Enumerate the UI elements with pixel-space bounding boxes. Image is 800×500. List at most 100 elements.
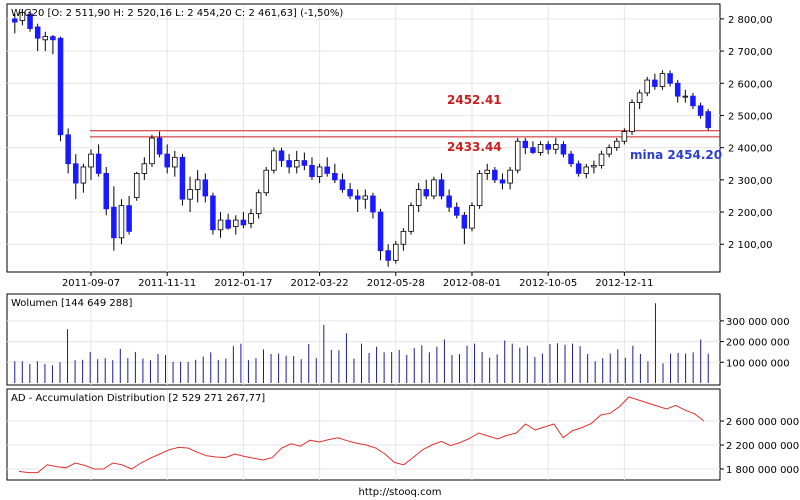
candle-body <box>446 195 452 208</box>
candle-body <box>674 82 681 97</box>
price-panel-frame <box>6 3 721 273</box>
candle-body <box>255 192 262 215</box>
price-tick-label: 2 400,00 <box>728 144 773 155</box>
candle-body <box>667 73 673 84</box>
candle-body <box>324 166 330 174</box>
price-x-tick-label: 2012-03-22 <box>291 278 349 289</box>
candle-body <box>431 179 437 197</box>
candle-body <box>179 156 186 200</box>
footer-url: http://stooq.com <box>359 487 442 498</box>
candle-body <box>118 205 125 239</box>
candle-body <box>278 150 285 161</box>
candle-body <box>316 166 323 178</box>
candle-body <box>95 153 102 174</box>
price-header: WIG20 [O: 2 511,90 H: 2 520,16 L: 2 454,… <box>11 8 343 19</box>
price-tick-label: 2 300,00 <box>728 176 773 187</box>
candle-body <box>65 134 71 165</box>
candle-body <box>545 144 551 150</box>
candle-body <box>682 95 689 98</box>
candle-body <box>354 195 361 200</box>
ad-tick-label: 1 800 000 000 <box>726 465 799 476</box>
min-annotation: mina 2454.20 <box>630 148 722 162</box>
candle-body <box>347 189 353 197</box>
candle-body <box>575 163 582 174</box>
candle-body <box>57 37 64 136</box>
candle-body <box>149 137 155 165</box>
candle-body <box>233 219 239 227</box>
candle-body <box>309 164 315 178</box>
price-x-tick-label: 2012-08-01 <box>443 278 501 289</box>
candle-body <box>19 12 26 21</box>
candle-body <box>408 205 414 232</box>
candle-body <box>568 153 574 165</box>
candle-body <box>293 160 300 168</box>
candle-body <box>194 179 201 190</box>
ad-series-line <box>18 396 705 474</box>
candle-body <box>156 137 163 155</box>
candle-body <box>453 206 460 216</box>
ad-grid <box>7 391 720 480</box>
candle-body <box>12 18 18 23</box>
hline-label-upper: 2452.41 <box>447 93 502 107</box>
volume-grid <box>7 296 720 385</box>
price-panel: 2 100,00 2 200,00 2 300,00 2 400,00 2 500,00… <box>6 3 773 289</box>
candle-body <box>537 144 544 153</box>
price-x-axis: 2011-09-07 2011-11-11 2012-01-17 2012-03-22… <box>62 272 653 289</box>
candle-body <box>34 26 41 39</box>
candle-body <box>705 111 711 129</box>
candle-body <box>88 153 94 168</box>
candle-body <box>583 166 590 174</box>
candle-body <box>522 140 529 149</box>
candle-body <box>423 189 430 197</box>
price-y-axis: 2 100,00 2 200,00 2 300,00 2 400,00 2 500,00… <box>720 15 773 251</box>
candle-body <box>271 150 277 171</box>
candle-body <box>461 214 468 229</box>
candle-body <box>286 160 292 168</box>
price-tick-label: 2 500,00 <box>728 111 773 122</box>
candle-body <box>606 147 612 155</box>
ad-tick-label: 2 200 000 000 <box>726 441 799 452</box>
price-x-tick-label: 2011-11-11 <box>138 278 196 289</box>
candle-body <box>652 79 658 87</box>
candle-body <box>598 153 605 166</box>
candle-body <box>613 140 620 149</box>
candle-body <box>50 36 56 41</box>
candle-body <box>621 131 628 142</box>
candle-body <box>697 105 704 116</box>
price-tick-label: 2 800,00 <box>728 15 773 26</box>
candle-body <box>415 189 422 207</box>
volume-tick-label: 100 000 000 <box>726 358 790 369</box>
candle-body <box>690 95 696 107</box>
candle-body <box>393 243 399 261</box>
candle-body <box>362 195 369 200</box>
ad-y-axis: 1 800 000 000 2 200 000 000 2 600 000 000 <box>720 417 799 476</box>
price-tick-label: 2 600,00 <box>728 79 773 90</box>
candle-body <box>476 173 483 207</box>
price-tick-label: 2 700,00 <box>728 47 773 58</box>
price-x-tick-label: 2012-01-17 <box>214 278 272 289</box>
candle-body <box>530 147 536 153</box>
candle-body <box>507 169 513 184</box>
candle-body <box>187 189 193 200</box>
candle-body <box>202 179 209 197</box>
candle-body <box>553 144 559 150</box>
candle-body <box>126 205 132 232</box>
candle-body <box>240 219 247 226</box>
candle-body <box>400 230 407 245</box>
candle-body <box>248 213 254 224</box>
candle-body <box>103 173 110 210</box>
candle-body <box>141 163 148 174</box>
candle-body <box>42 36 49 41</box>
candle-body <box>164 153 170 168</box>
candle-body <box>636 92 643 103</box>
support-resistance-lines <box>90 130 720 138</box>
candle-body <box>659 73 666 87</box>
candle-body <box>172 156 178 168</box>
candle-body <box>484 169 490 174</box>
price-tick-label: 2 100,00 <box>728 240 773 251</box>
volume-panel: 100 000 000 200 000 000 300 000 000 Wolume… <box>6 293 790 386</box>
candle-body <box>225 219 231 229</box>
candle-body <box>27 13 33 29</box>
candle-body <box>492 169 498 181</box>
